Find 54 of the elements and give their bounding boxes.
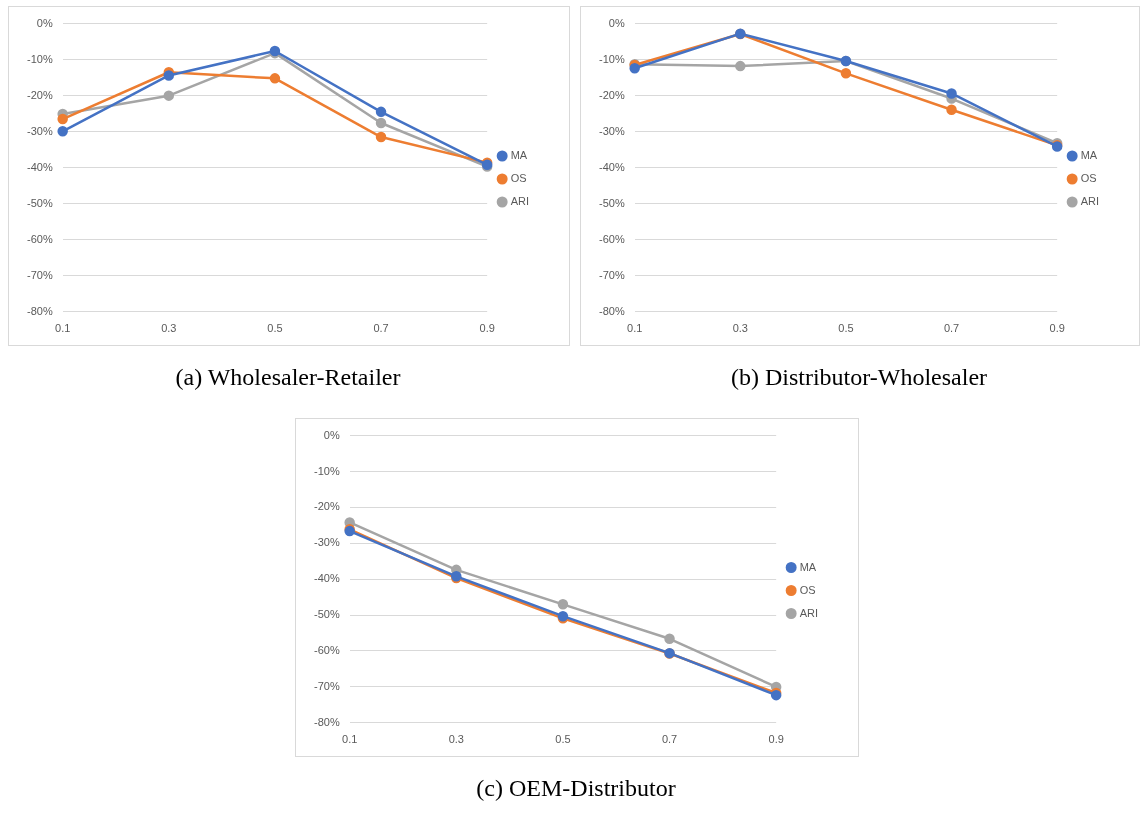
text: (b) Distributor-Wholesaler bbox=[729, 364, 989, 391]
x-tick-label: 0.7 bbox=[661, 733, 678, 746]
y-tick-label: -10% bbox=[313, 464, 340, 477]
x-tick-label: 0.3 bbox=[161, 322, 177, 335]
y-tick-label: -70% bbox=[313, 679, 340, 692]
legend-label: OS bbox=[799, 583, 816, 596]
y-tick-label: 0% bbox=[323, 428, 340, 441]
x-tick-label: 0.9 bbox=[768, 733, 784, 746]
x-tick-label: 0.9 bbox=[1049, 322, 1065, 335]
text: (a) Wholesaler-Retailer bbox=[174, 364, 402, 391]
legend-label: MA bbox=[799, 560, 817, 573]
y-tick-label: -40% bbox=[598, 160, 625, 173]
y-tick-label: -80% bbox=[598, 304, 625, 317]
x-tick-label: 0.5 bbox=[267, 322, 283, 335]
x-tick-label: 0.7 bbox=[943, 322, 960, 335]
y-tick-label: -80% bbox=[313, 715, 340, 728]
x-tick-label: 0.7 bbox=[373, 322, 389, 335]
y-tick-label: -40% bbox=[26, 160, 53, 173]
y-tick-label: -60% bbox=[26, 232, 53, 245]
x-tick-label: 0.5 bbox=[838, 322, 854, 335]
x-tick-label: 0.1 bbox=[55, 322, 71, 335]
y-tick-label: -60% bbox=[313, 644, 340, 657]
y-tick-label: -10% bbox=[598, 52, 625, 65]
y-tick-label: 0% bbox=[36, 16, 53, 29]
x-tick-label: 0.9 bbox=[479, 322, 495, 335]
y-tick-label: -70% bbox=[598, 268, 625, 281]
y-tick-label: -20% bbox=[26, 88, 53, 101]
y-tick-label: 0% bbox=[608, 16, 625, 29]
legend-label: MA bbox=[510, 149, 528, 162]
legend-label: ARI bbox=[1080, 195, 1100, 208]
y-tick-label: -30% bbox=[598, 124, 625, 137]
y-tick-label: -60% bbox=[598, 232, 625, 245]
x-tick-label: 0.1 bbox=[627, 322, 643, 335]
y-tick-label: -30% bbox=[26, 124, 53, 137]
y-tick-label: -30% bbox=[313, 536, 340, 549]
y-tick-label: -50% bbox=[598, 196, 625, 209]
y-tick-label: -80% bbox=[26, 304, 53, 317]
y-tick-label: -50% bbox=[313, 608, 340, 621]
x-tick-label: 0.3 bbox=[448, 733, 464, 746]
legend-label: MA bbox=[1080, 149, 1098, 162]
x-tick-label: 0.1 bbox=[342, 733, 358, 746]
y-tick-label: -10% bbox=[26, 52, 53, 65]
y-tick-label: -50% bbox=[26, 196, 53, 209]
y-tick-label: -20% bbox=[313, 500, 340, 513]
text: (c) OEM-Distributor bbox=[475, 775, 677, 802]
y-tick-label: -70% bbox=[26, 268, 53, 281]
legend-label: ARI bbox=[799, 606, 819, 619]
x-tick-label: 0.3 bbox=[732, 322, 748, 335]
legend-label: OS bbox=[510, 172, 527, 185]
legend-label: OS bbox=[1080, 172, 1097, 185]
y-tick-label: -20% bbox=[598, 88, 625, 101]
x-tick-label: 0.5 bbox=[555, 733, 571, 746]
y-tick-label: -40% bbox=[313, 572, 340, 585]
legend-label: ARI bbox=[510, 195, 530, 208]
